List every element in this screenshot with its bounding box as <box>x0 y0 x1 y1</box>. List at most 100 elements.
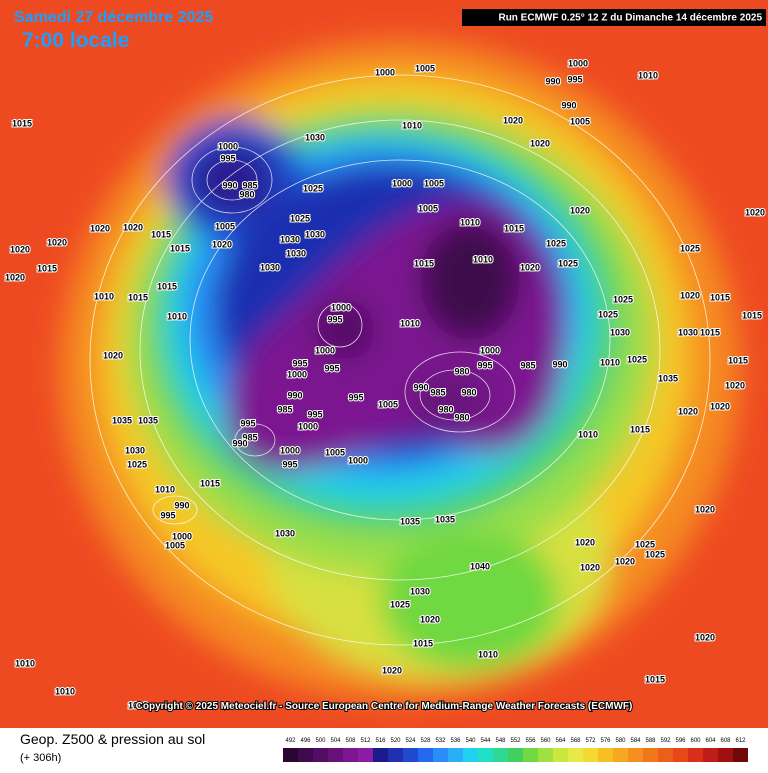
isobar-label: 995 <box>292 358 307 368</box>
isobar-label: 1020 <box>420 614 440 624</box>
isobar-label: 1000 <box>280 445 300 455</box>
colorbar-swatch <box>673 748 688 762</box>
isobar-label: 990 <box>222 180 237 190</box>
colorbar-label: 600 <box>690 738 701 744</box>
isobar-label: 1015 <box>645 674 665 684</box>
isobar-label: 1020 <box>745 207 765 217</box>
isobar-label: 1015 <box>710 292 730 302</box>
isobar-label: 1025 <box>613 294 633 304</box>
isobar-label: 995 <box>477 360 492 370</box>
isobar-label: 1030 <box>280 234 300 244</box>
isobar-label: 1020 <box>695 504 715 514</box>
isobar-label: 1020 <box>680 290 700 300</box>
isobar-label: 1025 <box>627 354 647 364</box>
colorbar-swatch <box>628 748 643 762</box>
colorbar-label: 512 <box>360 738 371 744</box>
time: 7:00 locale <box>22 29 129 52</box>
isobar-label: 1010 <box>600 357 620 367</box>
colorbar-swatch <box>313 748 328 762</box>
colorbar-swatch <box>343 748 358 762</box>
colorbar-swatch <box>613 748 628 762</box>
isobar-label: 990 <box>232 438 247 448</box>
isobar-label: 1020 <box>678 406 698 416</box>
isobar-label: 1005 <box>424 178 444 188</box>
isobar-label: 1010 <box>155 484 175 494</box>
colorbar-label: 508 <box>345 738 356 744</box>
colorbar-swatch <box>508 748 523 762</box>
colorbar-swatch <box>733 748 748 762</box>
colorbar-swatch <box>298 748 313 762</box>
colorbar-swatch <box>418 748 433 762</box>
colorbar-label: 560 <box>540 738 551 744</box>
isobar-label: 990 <box>561 100 576 110</box>
isobar-label: 1015 <box>504 223 524 233</box>
isobar-label: 1000 <box>315 345 335 355</box>
isobar-label: 995 <box>160 510 175 520</box>
isobar-label: 1010 <box>478 649 498 659</box>
isobar-label: 1000 <box>348 455 368 465</box>
colorbar-swatch <box>448 748 463 762</box>
colorbar-swatch <box>583 748 598 762</box>
colorbar-swatch <box>358 748 373 762</box>
isobar-label: 1035 <box>435 514 455 524</box>
colorbar-swatch <box>658 748 673 762</box>
colorbar-label: 604 <box>705 738 716 744</box>
isobar-label: 1015 <box>170 243 190 253</box>
isobar-label: 1030 <box>275 528 295 538</box>
isobar-label: 1010 <box>578 429 598 439</box>
copyright: Copyright © 2025 Meteociel.fr - Source E… <box>136 701 633 712</box>
isobar-label: 1030 <box>305 132 325 142</box>
isobar-label: 990 <box>287 390 302 400</box>
isobar-label: 1000 <box>568 58 588 68</box>
isobar-label: 1020 <box>47 237 67 247</box>
colorbar-label: 556 <box>525 738 536 744</box>
colorbar-label: 608 <box>720 738 731 744</box>
colorbar-label: 496 <box>300 738 311 744</box>
isobar-label: 1015 <box>700 327 720 337</box>
isobar-label: 1005 <box>415 63 435 73</box>
isobar-label: 980 <box>438 404 453 414</box>
run-box <box>462 9 766 26</box>
isobar-label: 1000 <box>480 345 500 355</box>
colorbar-label: 612 <box>735 738 746 744</box>
colorbar-label: 528 <box>420 738 431 744</box>
isobar-label: 1010 <box>400 318 420 328</box>
isobar-label: 1020 <box>570 205 590 215</box>
colorbar-swatch <box>718 748 733 762</box>
isobar-label: 1020 <box>725 380 745 390</box>
isobar-label: 1015 <box>157 281 177 291</box>
footer-title: Geop. Z500 & pression au sol <box>20 731 205 747</box>
isobar-label: 1030 <box>260 262 280 272</box>
colorbar-label: 492 <box>285 738 296 744</box>
isobar-label: 1000 <box>287 369 307 379</box>
colorbar-swatch <box>433 748 448 762</box>
colorbar-label: 584 <box>630 738 641 744</box>
colorbar-label: 568 <box>570 738 581 744</box>
isobar-label: 1020 <box>580 562 600 572</box>
isobar-label: 1020 <box>575 537 595 547</box>
isobar-label: 985 <box>242 432 257 442</box>
isobar-label: 995 <box>307 409 322 419</box>
isobar-label: 990 <box>552 359 567 369</box>
isobar-label: 1025 <box>598 309 618 319</box>
isobar-label: 1015 <box>413 638 433 648</box>
isobar-label: 1010 <box>94 291 114 301</box>
isobar-label: 1020 <box>212 239 232 249</box>
isobar-label: 1000 <box>218 141 238 151</box>
colorbar-swatch <box>463 748 478 762</box>
isobar-label: 1005 <box>165 540 185 550</box>
colorbar-swatch <box>373 748 388 762</box>
isobar-label: 1005 <box>570 116 590 126</box>
colorbar-swatch <box>523 748 538 762</box>
isobar-label: 1025 <box>303 183 323 193</box>
colorbar-swatch <box>388 748 403 762</box>
colorbar-swatch <box>568 748 583 762</box>
isobar-label: 1030 <box>610 327 630 337</box>
isobar-label: 1020 <box>90 223 110 233</box>
colorbar-label: 564 <box>555 738 566 744</box>
isobar-label: 1025 <box>645 549 665 559</box>
colorbar-label: 596 <box>675 738 686 744</box>
isobar-label: 1005 <box>215 221 235 231</box>
colorbar-swatch <box>538 748 553 762</box>
